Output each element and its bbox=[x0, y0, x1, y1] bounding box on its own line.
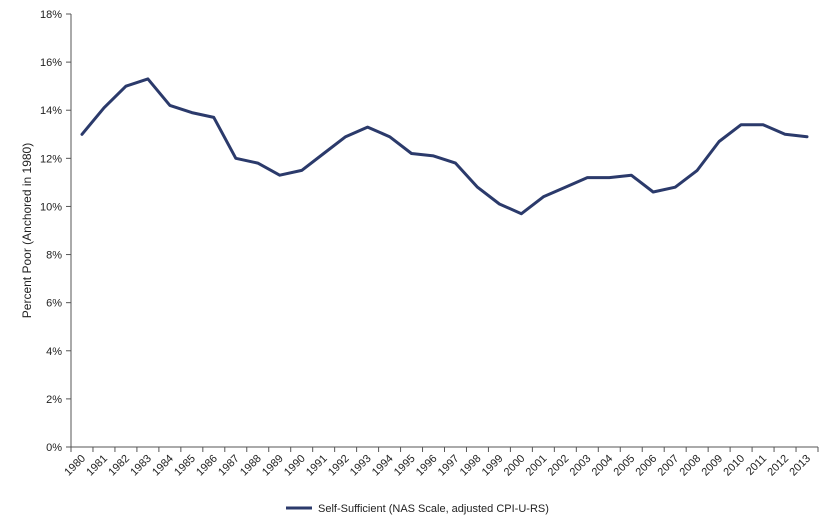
y-axis: 0% 2% 4% 6% 8% 10% 12% 14% 16% 18% bbox=[40, 9, 72, 454]
x-tick-label: 1999 bbox=[480, 453, 506, 479]
x-tick-label: 2007 bbox=[656, 453, 682, 479]
x-tick-label: 1996 bbox=[414, 453, 440, 479]
x-tick-label: 2012 bbox=[765, 453, 791, 479]
y-axis-title: Percent Poor (Anchored in 1980) bbox=[20, 143, 34, 318]
x-tick-label: 1981 bbox=[84, 453, 110, 479]
x-tick-label: 1984 bbox=[150, 453, 176, 479]
x-tick-label: 1990 bbox=[282, 453, 308, 479]
x-tick-label: 2008 bbox=[677, 453, 703, 479]
x-tick-label: 2002 bbox=[546, 453, 572, 479]
x-tick-label: 1986 bbox=[194, 453, 220, 479]
series-line bbox=[80, 77, 809, 216]
x-tick-label: 1993 bbox=[348, 453, 374, 479]
x-tick-label: 2011 bbox=[744, 453, 769, 478]
x-tick-label: 2003 bbox=[568, 453, 594, 479]
x-axis: 1980198119821983198419851986198719881989… bbox=[62, 446, 819, 479]
x-tick-label: 2000 bbox=[502, 453, 528, 479]
x-tick-label: 1997 bbox=[436, 453, 462, 479]
x-tick-label: 1982 bbox=[106, 453, 132, 479]
y-tick-label: 8% bbox=[46, 250, 62, 262]
x-tick-label: 2010 bbox=[721, 453, 747, 479]
x-tick-label: 1992 bbox=[326, 453, 352, 479]
x-tick-label: 2001 bbox=[524, 453, 550, 479]
y-tick-label: 18% bbox=[40, 9, 62, 21]
legend-label: Self-Sufficient (NAS Scale, adjusted CPI… bbox=[318, 503, 549, 515]
x-tick-label: 1987 bbox=[216, 453, 242, 479]
legend: Self-Sufficient (NAS Scale, adjusted CPI… bbox=[286, 503, 549, 515]
y-tick-label: 16% bbox=[40, 57, 62, 69]
y-tick-label: 14% bbox=[40, 105, 62, 117]
x-tick-label: 1994 bbox=[370, 453, 396, 479]
x-tick-label: 1998 bbox=[458, 453, 484, 479]
x-tick-label: 1983 bbox=[128, 453, 154, 479]
x-tick-label: 2013 bbox=[787, 453, 813, 479]
x-tick-label: 1995 bbox=[392, 453, 418, 479]
x-tick-label: 2005 bbox=[612, 453, 638, 479]
x-tick-label: 1988 bbox=[238, 453, 264, 479]
y-tick-label: 10% bbox=[40, 201, 62, 213]
y-tick-label: 4% bbox=[46, 346, 62, 358]
x-tick-label: 2009 bbox=[699, 453, 725, 479]
y-tick-label: 6% bbox=[46, 298, 62, 310]
x-tick-label: 1980 bbox=[62, 453, 88, 479]
x-tick-label: 1991 bbox=[304, 453, 330, 479]
y-tick-label: 12% bbox=[40, 153, 62, 165]
y-tick-label: 2% bbox=[46, 394, 62, 406]
y-tick-label: 0% bbox=[46, 442, 62, 454]
x-tick-label: 2004 bbox=[590, 453, 616, 479]
x-tick-label: 1989 bbox=[260, 453, 286, 479]
series-group bbox=[80, 77, 809, 216]
x-tick-label: 1985 bbox=[172, 453, 198, 479]
x-tick-label: 2006 bbox=[634, 453, 660, 479]
